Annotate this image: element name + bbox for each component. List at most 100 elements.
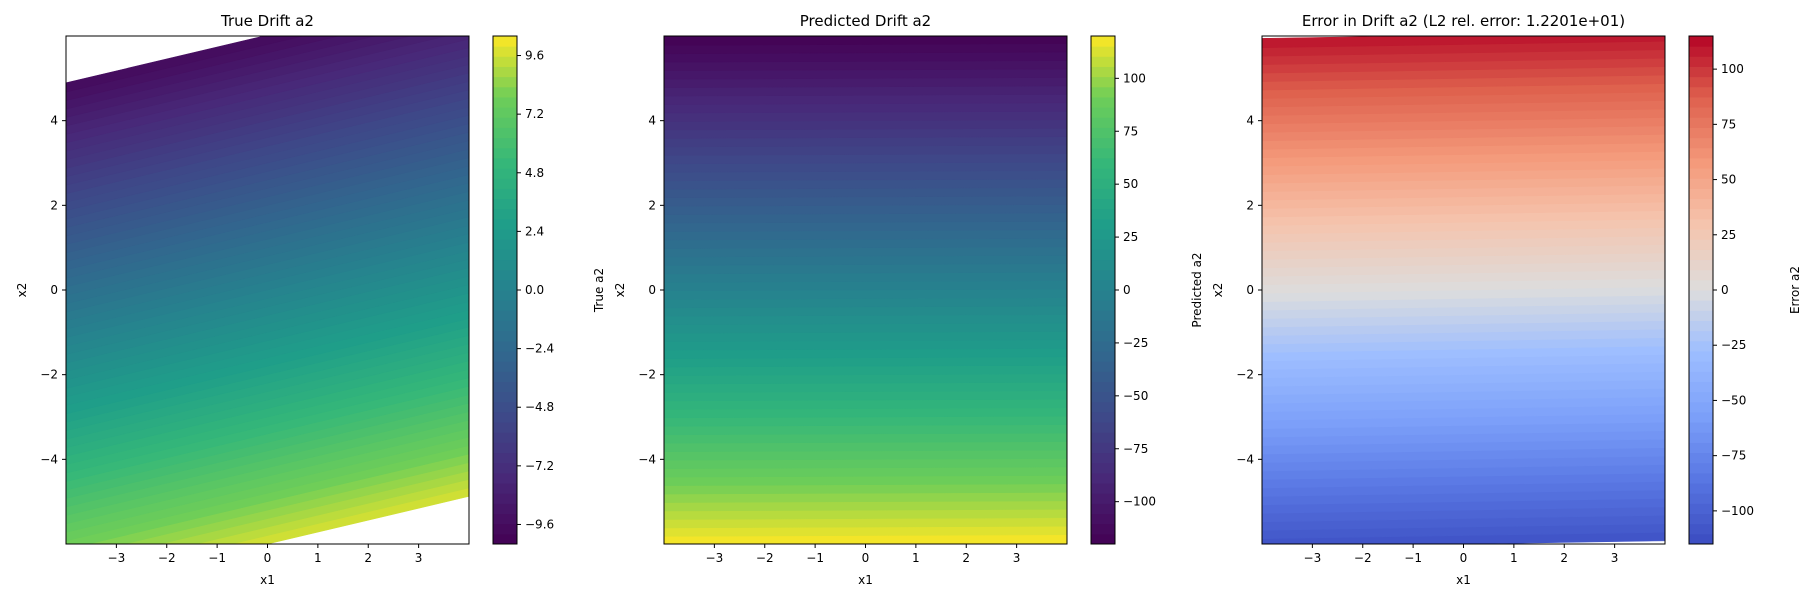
colorbar-band bbox=[1091, 188, 1115, 200]
colorbar-band bbox=[1091, 300, 1115, 311]
contour-band bbox=[66, 36, 448, 127]
contour-band bbox=[1262, 40, 1665, 57]
colorbar-tick-label: −4.8 bbox=[525, 400, 554, 414]
contour-band bbox=[1262, 90, 1665, 108]
contour-band bbox=[1262, 167, 1665, 184]
y-tick-label: 4 bbox=[1246, 114, 1254, 128]
colorbar-band bbox=[493, 36, 517, 47]
y-tick-label: 0 bbox=[50, 283, 58, 297]
colorbar-band bbox=[493, 76, 517, 88]
x-tick-label: 1 bbox=[1510, 551, 1518, 565]
colorbar-band bbox=[1091, 391, 1115, 403]
y-tick-label: −2 bbox=[1236, 368, 1254, 382]
contour-band bbox=[1262, 175, 1665, 192]
contour-band bbox=[1262, 327, 1665, 345]
contour-band bbox=[1262, 319, 1665, 336]
contour-band bbox=[66, 435, 469, 542]
colorbar-band bbox=[1091, 330, 1115, 342]
colorbar-band bbox=[1689, 229, 1713, 240]
colorbar-band bbox=[493, 422, 517, 433]
colorbar-band bbox=[1689, 422, 1713, 433]
contour-band bbox=[66, 308, 469, 415]
colorbar-band bbox=[1689, 208, 1713, 220]
colorbar-band bbox=[1091, 472, 1115, 484]
colorbar-band bbox=[1091, 422, 1115, 433]
contour-band bbox=[664, 144, 1067, 156]
colorbar-band bbox=[493, 340, 517, 352]
colorbar-band bbox=[1091, 452, 1115, 464]
colorbar-label: Predicted a2 bbox=[1190, 252, 1204, 327]
x-tick-label: −2 bbox=[1354, 551, 1372, 565]
contour-band bbox=[1262, 251, 1665, 269]
colorbar-label: True a2 bbox=[592, 268, 606, 313]
contour-band bbox=[664, 423, 1067, 436]
colorbar-band bbox=[493, 137, 517, 149]
contour-band bbox=[664, 59, 1067, 72]
contour-band bbox=[664, 338, 1067, 351]
colorbar-tick-label: −100 bbox=[1123, 495, 1156, 509]
x-axis-label: x1 bbox=[858, 573, 873, 587]
x-tick-label: 0 bbox=[862, 551, 870, 565]
colorbar-band bbox=[1091, 483, 1115, 494]
colorbar-tick-label: −25 bbox=[1123, 336, 1148, 350]
colorbar-band bbox=[1091, 198, 1115, 210]
colorbar: −9.6 −7.2 −4.8 −2.4 0.0 2.4 4.8 7.2 9.6 True a2 bbox=[492, 35, 606, 545]
y-axis-label: x2 bbox=[1211, 283, 1225, 298]
colorbar-band bbox=[1091, 310, 1115, 321]
contour-band bbox=[664, 372, 1067, 385]
colorbar-tick-label: 100 bbox=[1123, 71, 1146, 85]
contour-band bbox=[664, 279, 1067, 292]
contour-band bbox=[664, 67, 1067, 80]
contour-band bbox=[1262, 505, 1665, 523]
contour-band bbox=[1262, 412, 1665, 429]
colorbar-band bbox=[1091, 371, 1115, 382]
contour-band bbox=[1262, 277, 1665, 294]
contour-band bbox=[66, 300, 469, 406]
contour-band bbox=[1262, 378, 1665, 396]
colorbar-band bbox=[493, 56, 517, 67]
contour-band bbox=[66, 36, 305, 93]
contour-band bbox=[66, 317, 469, 423]
colorbar-band bbox=[1091, 107, 1115, 118]
colorbar-tick-label: 9.6 bbox=[525, 49, 544, 63]
contour-band bbox=[664, 186, 1067, 199]
contour-band bbox=[664, 330, 1067, 342]
contour-band bbox=[664, 398, 1067, 410]
contour-band bbox=[664, 127, 1067, 139]
x-tick-label: 0 bbox=[1460, 551, 1468, 565]
colorbar-band bbox=[1091, 513, 1115, 525]
contour-band bbox=[66, 198, 469, 305]
colorbar-band bbox=[1689, 96, 1713, 108]
colorbar-band bbox=[1091, 36, 1115, 47]
colorbar-band bbox=[1689, 117, 1713, 128]
contour-band bbox=[664, 321, 1067, 334]
colorbar-band bbox=[493, 107, 517, 118]
contour-band bbox=[66, 36, 377, 110]
contour-band bbox=[66, 122, 469, 228]
contour-band bbox=[664, 84, 1067, 97]
colorbar-band bbox=[493, 229, 517, 240]
colorbar-band bbox=[1091, 350, 1115, 362]
colorbar-band bbox=[1091, 361, 1115, 372]
colorbar-tick-label: −50 bbox=[1123, 389, 1148, 403]
colorbar-band bbox=[493, 320, 517, 332]
contour-band bbox=[66, 342, 469, 448]
contour-band bbox=[66, 139, 469, 245]
colorbar-band bbox=[493, 442, 517, 454]
contour-band bbox=[664, 93, 1067, 105]
colorbar-tick-label: 100 bbox=[1721, 62, 1744, 76]
colorbar-band bbox=[1689, 168, 1713, 179]
colorbar-band bbox=[493, 462, 517, 474]
colorbar-band bbox=[1689, 279, 1713, 291]
colorbar-tick-label: −2.4 bbox=[525, 342, 554, 356]
colorbar-band bbox=[493, 350, 517, 362]
contour-band bbox=[664, 415, 1067, 427]
contour-band bbox=[664, 347, 1067, 359]
contour-band bbox=[664, 406, 1067, 419]
colorbar-band bbox=[493, 198, 517, 210]
colorbar-tick-label: −50 bbox=[1721, 393, 1746, 407]
x-tick-label: 1 bbox=[314, 551, 322, 565]
colorbar-band bbox=[1689, 36, 1713, 47]
contour-band bbox=[66, 376, 469, 482]
